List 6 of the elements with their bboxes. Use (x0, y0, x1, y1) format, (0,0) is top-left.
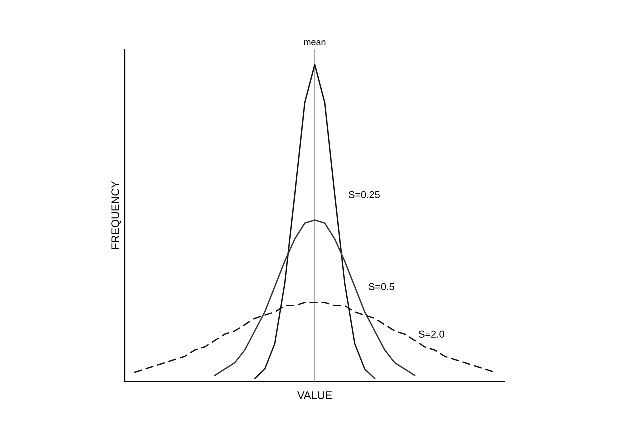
series-label: S=2.0 (418, 330, 444, 338)
series-label: S=0.25 (348, 191, 380, 198)
y-axis-title: FREQUENCY (112, 181, 122, 249)
x-axis-title: VALUE (297, 392, 332, 400)
text: mean (304, 40, 326, 46)
series-label: S=0.5 (368, 283, 394, 290)
